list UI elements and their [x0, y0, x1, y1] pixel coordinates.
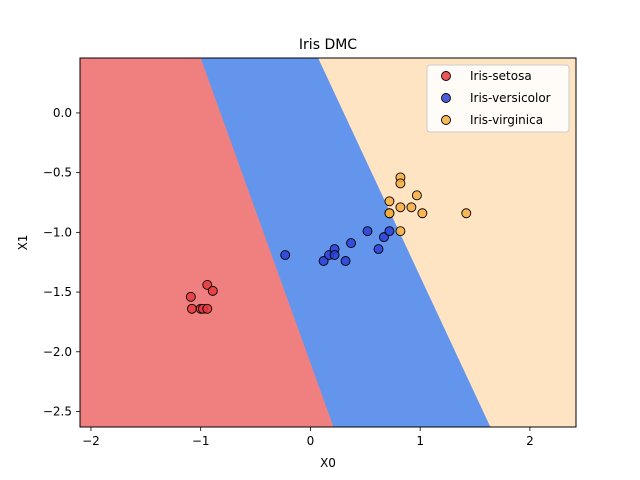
- data-point-iris-versicolor: [329, 250, 340, 260]
- legend-marker: [441, 93, 451, 103]
- data-point-iris-setosa: [207, 285, 218, 296]
- data-point-iris-virginica: [395, 226, 406, 237]
- data-point-iris-virginica: [395, 178, 406, 189]
- y-tick-label: −2.0: [43, 345, 72, 359]
- legend-label: Iris-setosa: [470, 69, 532, 83]
- y-tick-label: −0.5: [43, 166, 72, 180]
- legend-marker: [441, 71, 451, 81]
- data-point-iris-setosa: [202, 303, 213, 314]
- data-point-iris-versicolor: [280, 250, 291, 260]
- legend-label: Iris-virginica: [470, 113, 543, 127]
- data-point-iris-virginica: [417, 208, 428, 219]
- data-point-iris-virginica: [384, 208, 395, 219]
- x-tick-label: 1: [416, 434, 424, 448]
- data-point-iris-virginica: [411, 190, 422, 201]
- data-point-iris-virginica: [395, 202, 406, 213]
- legend-marker: [441, 115, 451, 125]
- data-point-iris-versicolor: [373, 244, 384, 255]
- chart-title: Iris DMC: [299, 37, 357, 53]
- x-tick-label: −1: [192, 434, 210, 448]
- legend-box: [426, 64, 570, 133]
- y-axis: 0.0 −0.5 −1.0 −1.5 −2.0 −2.5: [43, 106, 80, 418]
- legend-label: Iris-versicolor: [470, 91, 551, 105]
- x-tick-label: 2: [526, 434, 534, 448]
- y-tick-label: −1.0: [43, 225, 72, 239]
- axes-frame: [79, 57, 577, 428]
- data-point-iris-virginica: [406, 202, 417, 213]
- x-axis: −2 −1 0 1 2: [82, 427, 534, 448]
- data-point-iris-virginica: [384, 196, 395, 207]
- data-point-iris-virginica: [461, 208, 472, 219]
- data-point-iris-setosa: [185, 291, 196, 302]
- y-tick-label: −2.5: [43, 404, 72, 418]
- data-point-iris-versicolor: [362, 226, 373, 237]
- y-tick-label: −1.5: [43, 285, 72, 299]
- legend: Iris-setosa Iris-versicolor Iris-virginica: [426, 64, 570, 133]
- data-point-iris-versicolor: [340, 256, 351, 266]
- data-point-iris-setosa: [186, 303, 197, 314]
- x-tick-label: −2: [82, 434, 100, 448]
- region-iris-setosa: [80, 58, 334, 427]
- y-tick-label: 0.0: [53, 106, 72, 120]
- y-axis-label: X1: [16, 235, 30, 251]
- x-tick-label: 0: [307, 434, 315, 448]
- data-point-iris-versicolor: [346, 238, 356, 249]
- x-axis-label: X0: [320, 456, 336, 470]
- data-point-iris-versicolor: [384, 226, 395, 237]
